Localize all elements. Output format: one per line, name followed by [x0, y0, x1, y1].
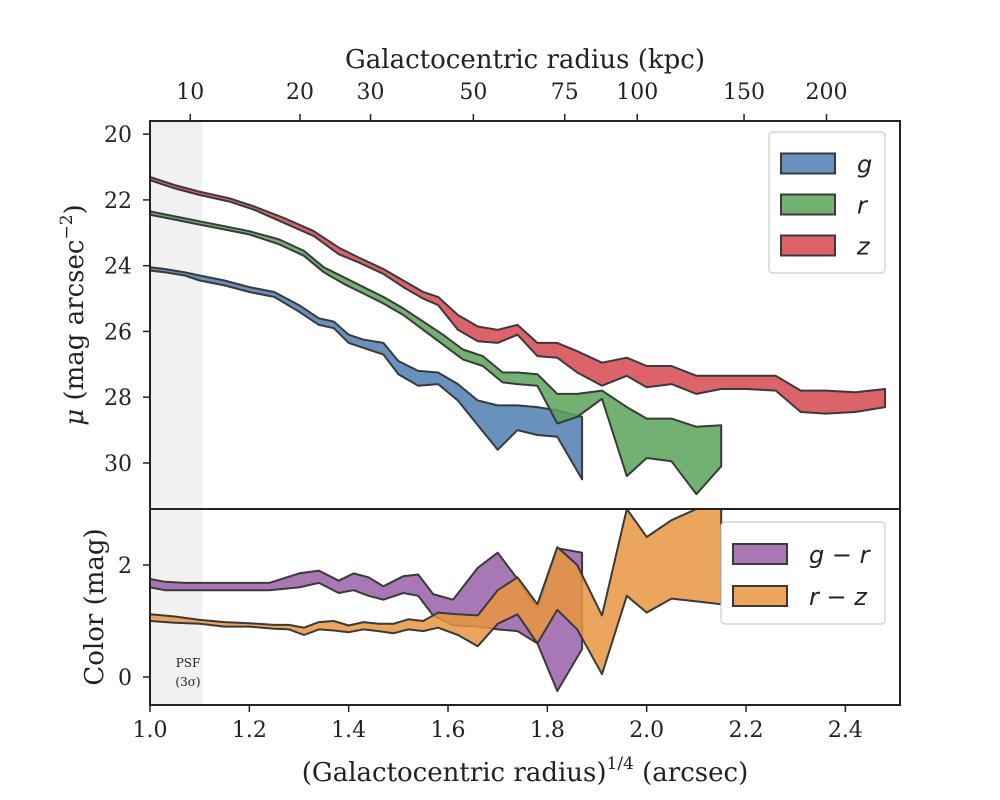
- x-axis-title: (Galactocentric radius)1/4 (arcsec): [302, 754, 748, 788]
- color-legend-swatch: [732, 585, 788, 607]
- x-axis-title-base: (Galactocentric radius): [302, 758, 607, 788]
- bottom-y-tick-label: 2: [118, 554, 132, 579]
- top-axis-title: Galactocentric radius (kpc): [345, 45, 705, 75]
- x-axis-title-unit: (arcsec): [634, 758, 748, 788]
- profile-legend-swatch: [780, 152, 836, 175]
- axis-ticks: 1.0 1.2 1.4 1.6 1.8 2.0 2.2 2.410 20 30 50 75 100 150…: [104, 80, 863, 743]
- profile-band-r: [150, 210, 723, 496]
- top-x-tick-label: 10: [176, 80, 204, 105]
- x-tick-label: 1.6: [431, 718, 466, 743]
- bottom-panel-frame: [149, 508, 901, 706]
- x-tick-label: 1.0: [133, 718, 168, 743]
- top-y-tick-label: 26: [104, 320, 132, 345]
- x-tick-label: 2.0: [629, 718, 664, 743]
- top-x-tick-label: 100: [616, 80, 658, 105]
- color-legend-swatch: [732, 543, 788, 565]
- x-axis-title-sup: 1/4: [607, 754, 634, 774]
- top-x-tick-label: 20: [286, 80, 314, 105]
- top-y-title-sup: −2: [57, 214, 77, 239]
- profile-legend-label: g: [857, 151, 872, 179]
- top-y-tick-label: 28: [104, 386, 132, 411]
- bottom-panel-series: [150, 509, 723, 692]
- profile-legend-label: z: [856, 233, 871, 261]
- top-y-tick-label: 22: [104, 189, 132, 214]
- top-y-tick-label: 30: [104, 452, 132, 477]
- profile-legend-label: r: [857, 192, 869, 220]
- x-tick-label: 2.2: [729, 718, 764, 743]
- bottom-panel-y-axis-title: Color (mag): [80, 528, 110, 685]
- bottom-panel-psf-region: [150, 509, 203, 705]
- profile-legend-swatch: [780, 234, 836, 257]
- top-y-title-text: (mag arcsec: [60, 240, 90, 409]
- profile-band-g: [150, 266, 584, 481]
- profile-legend-swatch: [780, 193, 836, 216]
- top-y-tick-label: 20: [104, 123, 132, 148]
- top-x-tick-label: 200: [805, 80, 847, 105]
- top-y-title-symbol: μ: [60, 409, 90, 426]
- x-tick-label: 1.8: [530, 718, 565, 743]
- color-legend-label: r − z: [809, 583, 868, 611]
- legends: grz g − r r − z: [720, 131, 886, 625]
- top-x-tick-label: 30: [357, 80, 385, 105]
- top-y-tick-label: 24: [104, 255, 132, 280]
- x-tick-label: 2.4: [828, 718, 863, 743]
- bottom-y-tick-label: 0: [118, 666, 132, 691]
- top-y-title-close: ): [60, 204, 90, 214]
- top-x-tick-label: 150: [723, 80, 765, 105]
- psf-label-line2: (3σ): [175, 675, 200, 689]
- color-band-r-z: [150, 509, 723, 676]
- profile-band-z: [150, 175, 887, 415]
- top-panel-y-axis-title: μ (mag arcsec−2): [57, 204, 90, 425]
- x-tick-label: 1.2: [232, 718, 267, 743]
- top-x-tick-label: 50: [459, 80, 487, 105]
- color-band-g-r: [150, 547, 584, 692]
- top-panel-series: [150, 175, 887, 496]
- psf-region-bottom: [150, 509, 203, 705]
- color-legend-label: g − r: [809, 541, 872, 569]
- psf-label-line1: PSF: [176, 656, 201, 670]
- top-x-tick-label: 75: [551, 80, 579, 105]
- x-tick-label: 1.4: [331, 718, 366, 743]
